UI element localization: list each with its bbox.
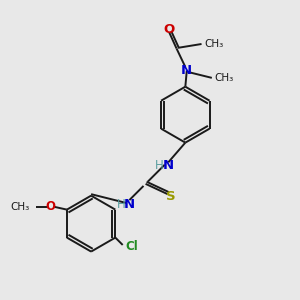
Text: Cl: Cl (126, 240, 138, 253)
Text: S: S (167, 190, 176, 203)
Text: CH₃: CH₃ (204, 39, 223, 49)
Text: O: O (46, 200, 56, 213)
Text: N: N (181, 64, 192, 77)
Text: N: N (124, 198, 135, 211)
Text: O: O (164, 23, 175, 36)
Text: CH₃: CH₃ (11, 202, 30, 212)
Text: H: H (155, 159, 164, 172)
Text: CH₃: CH₃ (214, 73, 233, 83)
Text: N: N (163, 159, 174, 172)
Text: H: H (117, 198, 126, 211)
